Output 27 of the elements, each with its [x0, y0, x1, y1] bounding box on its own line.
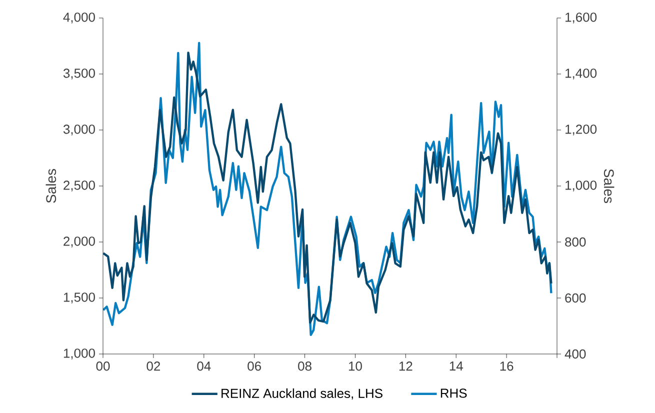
- x-tick-label: 12: [399, 362, 412, 371]
- x-tick-label: 14: [450, 362, 463, 370]
- y2-tick-label: 1,000: [566, 180, 597, 192]
- y2-tick-label: 1,600: [566, 12, 597, 24]
- y-tick-label: 2,000: [64, 236, 95, 248]
- y2-axis-title: Sales: [604, 169, 614, 203]
- y-tick-label: 3,000: [63, 124, 95, 136]
- x-tick-label: 16: [500, 362, 514, 371]
- x-tick-label: 00: [96, 362, 110, 371]
- y2-tick-label: 800: [565, 237, 586, 247]
- legend-label: REINZ Auckland sales, LHS: [222, 388, 382, 400]
- legend-label: RHS: [440, 388, 467, 398]
- y-tick-label: 1,500: [64, 292, 95, 304]
- y-tick-label: 4,000: [63, 12, 95, 24]
- y2-tick-label: 1,200: [566, 124, 597, 136]
- x-tick-label: 02: [146, 362, 160, 371]
- y2-tick-label: 600: [565, 293, 586, 303]
- y-tick-label: 3,500: [63, 68, 95, 80]
- x-tick-label: 10: [348, 362, 362, 371]
- y2-tick-label: 1,400: [566, 68, 597, 80]
- y-axis-title: Sales: [46, 169, 56, 203]
- x-tick-label: 08: [298, 362, 312, 371]
- x-tick-label: 04: [197, 362, 211, 371]
- y-tick-label: 2,500: [64, 180, 95, 192]
- y-tick-label: 1,000: [64, 348, 95, 360]
- x-tick-label: 06: [248, 362, 261, 371]
- y2-tick-label: 400: [564, 349, 586, 359]
